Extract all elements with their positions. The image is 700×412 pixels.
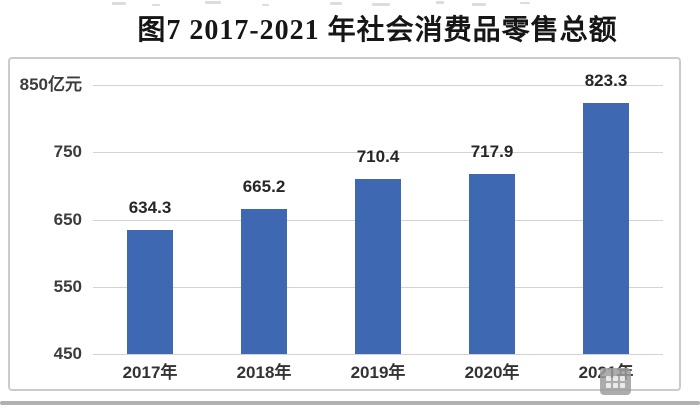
gridline: [93, 354, 663, 355]
bar: [469, 173, 515, 354]
y-tick-label: 850亿元: [19, 75, 82, 94]
bottom-separator: [0, 401, 700, 405]
gridline: [93, 85, 663, 86]
bar: [355, 178, 401, 354]
bar: [583, 102, 629, 354]
chart-panel: 850亿元 750 650 550 450 634.3 2017年 665.2 2018年 710…: [8, 57, 681, 391]
x-category-label: 2018年: [236, 363, 292, 382]
gridline: [93, 152, 663, 154]
bar-value-label: 710.4: [356, 146, 400, 166]
plot-area: 850亿元 750 650 550 450 634.3 2017年 665.2 2018年 710…: [10, 59, 679, 389]
bar: [127, 230, 173, 354]
y-tick-label: 450: [53, 344, 82, 363]
watermark-glyphs-icon: [606, 375, 625, 388]
bar-value-label: 823.3: [584, 70, 628, 90]
bar-value-label: 634.3: [128, 198, 172, 218]
bar: [241, 209, 287, 354]
x-category-label: 2017年: [122, 363, 178, 382]
x-category-label: 2019年: [350, 363, 406, 382]
bar-value-label: 717.9: [470, 141, 514, 161]
chart-title: 图7 2017-2021 年社会消费品零售总额: [137, 15, 618, 46]
bar-value-label: 665.2: [242, 177, 286, 197]
x-category-label: 2020年: [464, 363, 520, 382]
y-tick-label: 650: [53, 209, 82, 229]
y-tick-label: 750: [53, 142, 82, 162]
y-tick-label: 550: [53, 276, 82, 296]
watermark-badge: [600, 368, 631, 395]
